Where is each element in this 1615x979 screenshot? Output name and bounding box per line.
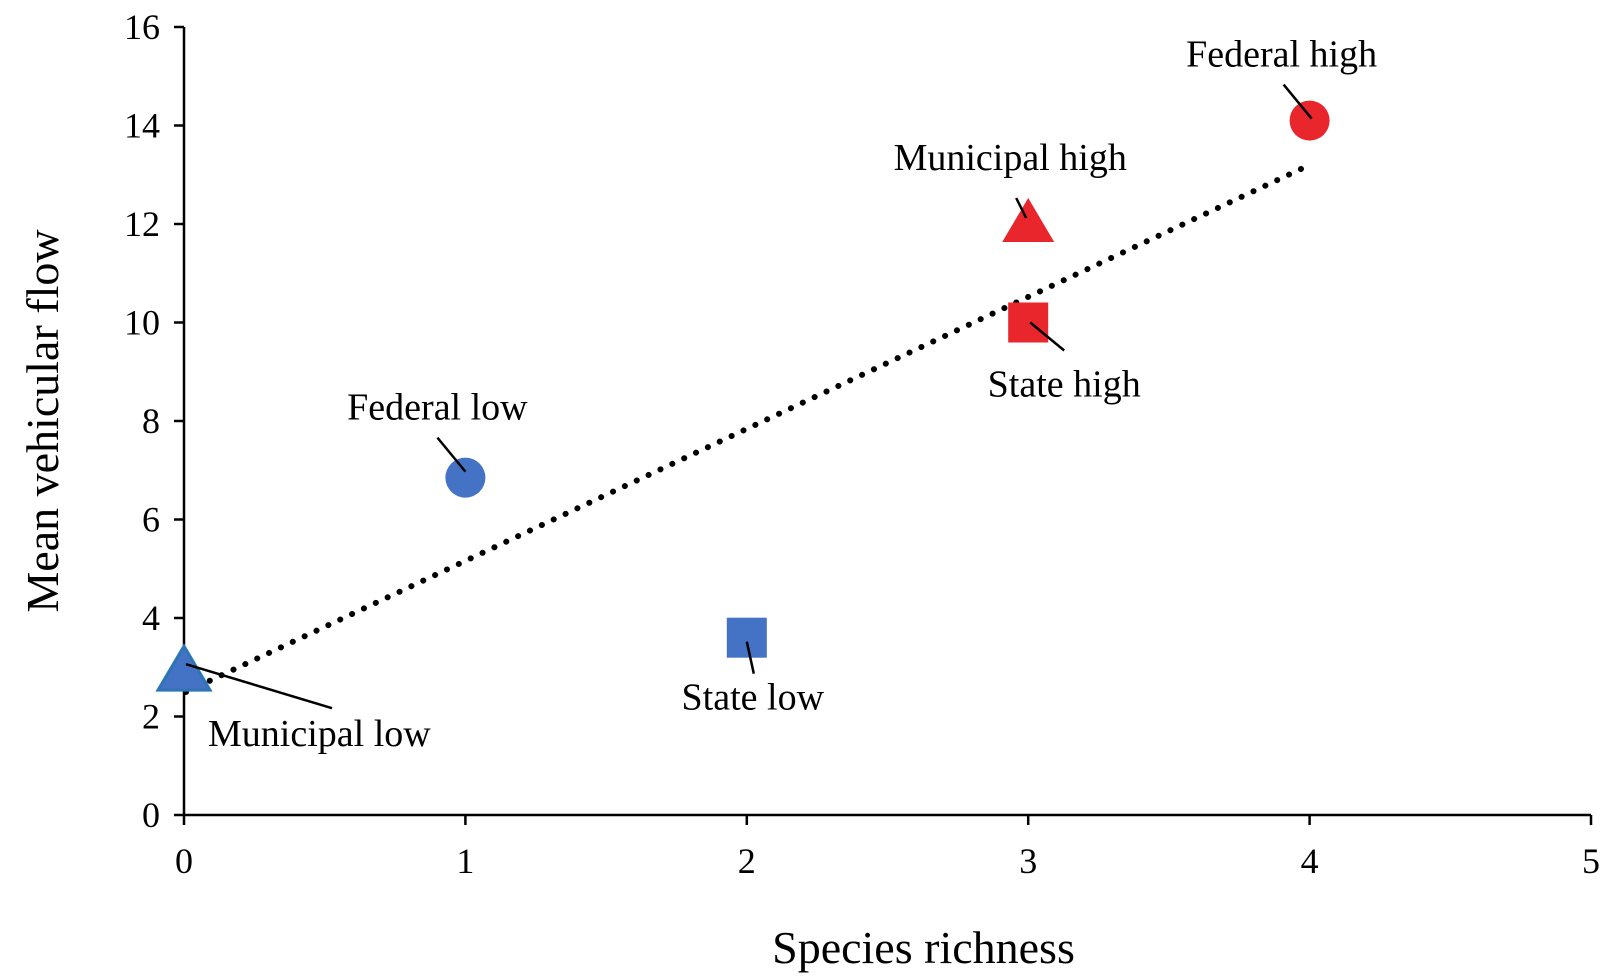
x-tick-label: 4	[1301, 841, 1319, 881]
point-federal-high	[1289, 100, 1330, 141]
y-tick-label: 14	[124, 106, 160, 146]
y-tick-label: 16	[124, 7, 160, 47]
y-tick-label: 6	[142, 500, 160, 540]
label-municipal-low: Municipal low	[208, 713, 431, 755]
label-municipal-high: Municipal high	[894, 137, 1127, 179]
leader-line-federal-high	[1282, 83, 1313, 120]
trendline-layer	[183, 161, 1313, 695]
leader-line-municipal-low	[185, 662, 333, 710]
y-tick-label: 2	[142, 697, 160, 737]
leader-line-state-high	[1029, 321, 1065, 352]
leader-line-municipal-high	[1015, 197, 1028, 219]
points-layer	[155, 100, 1330, 692]
y-tick-label: 0	[142, 795, 160, 835]
point-federal-low	[445, 457, 486, 498]
label-federal-low: Federal low	[347, 387, 528, 429]
point-state-high	[1008, 302, 1049, 343]
x-tick-label: 5	[1582, 841, 1600, 881]
leader-line-state-low	[745, 641, 756, 674]
point-municipal-high	[1002, 198, 1055, 242]
y-tick-label: 12	[124, 204, 160, 244]
label-state-high: State high	[988, 364, 1141, 406]
x-tick-label: 1	[456, 841, 474, 881]
trendline	[183, 161, 1313, 695]
x-tick-label: 0	[175, 841, 193, 881]
y-tick-label: 10	[124, 303, 160, 343]
point-labels-layer: Municipal low Federal low State low Municip…	[185, 34, 1377, 755]
label-state-low: State low	[682, 677, 825, 719]
x-tick-label: 3	[1019, 841, 1037, 881]
point-state-low	[726, 617, 767, 658]
y-tick-label: 4	[142, 598, 160, 638]
y-tick-label: 8	[142, 401, 160, 441]
x-tick-label: 2	[738, 841, 756, 881]
label-federal-high: Federal high	[1186, 34, 1377, 76]
y-axis-title: Mean vehicular flow	[17, 229, 68, 613]
x-axis-title: Species richness	[772, 922, 1075, 973]
leader-line-federal-low	[436, 436, 467, 473]
